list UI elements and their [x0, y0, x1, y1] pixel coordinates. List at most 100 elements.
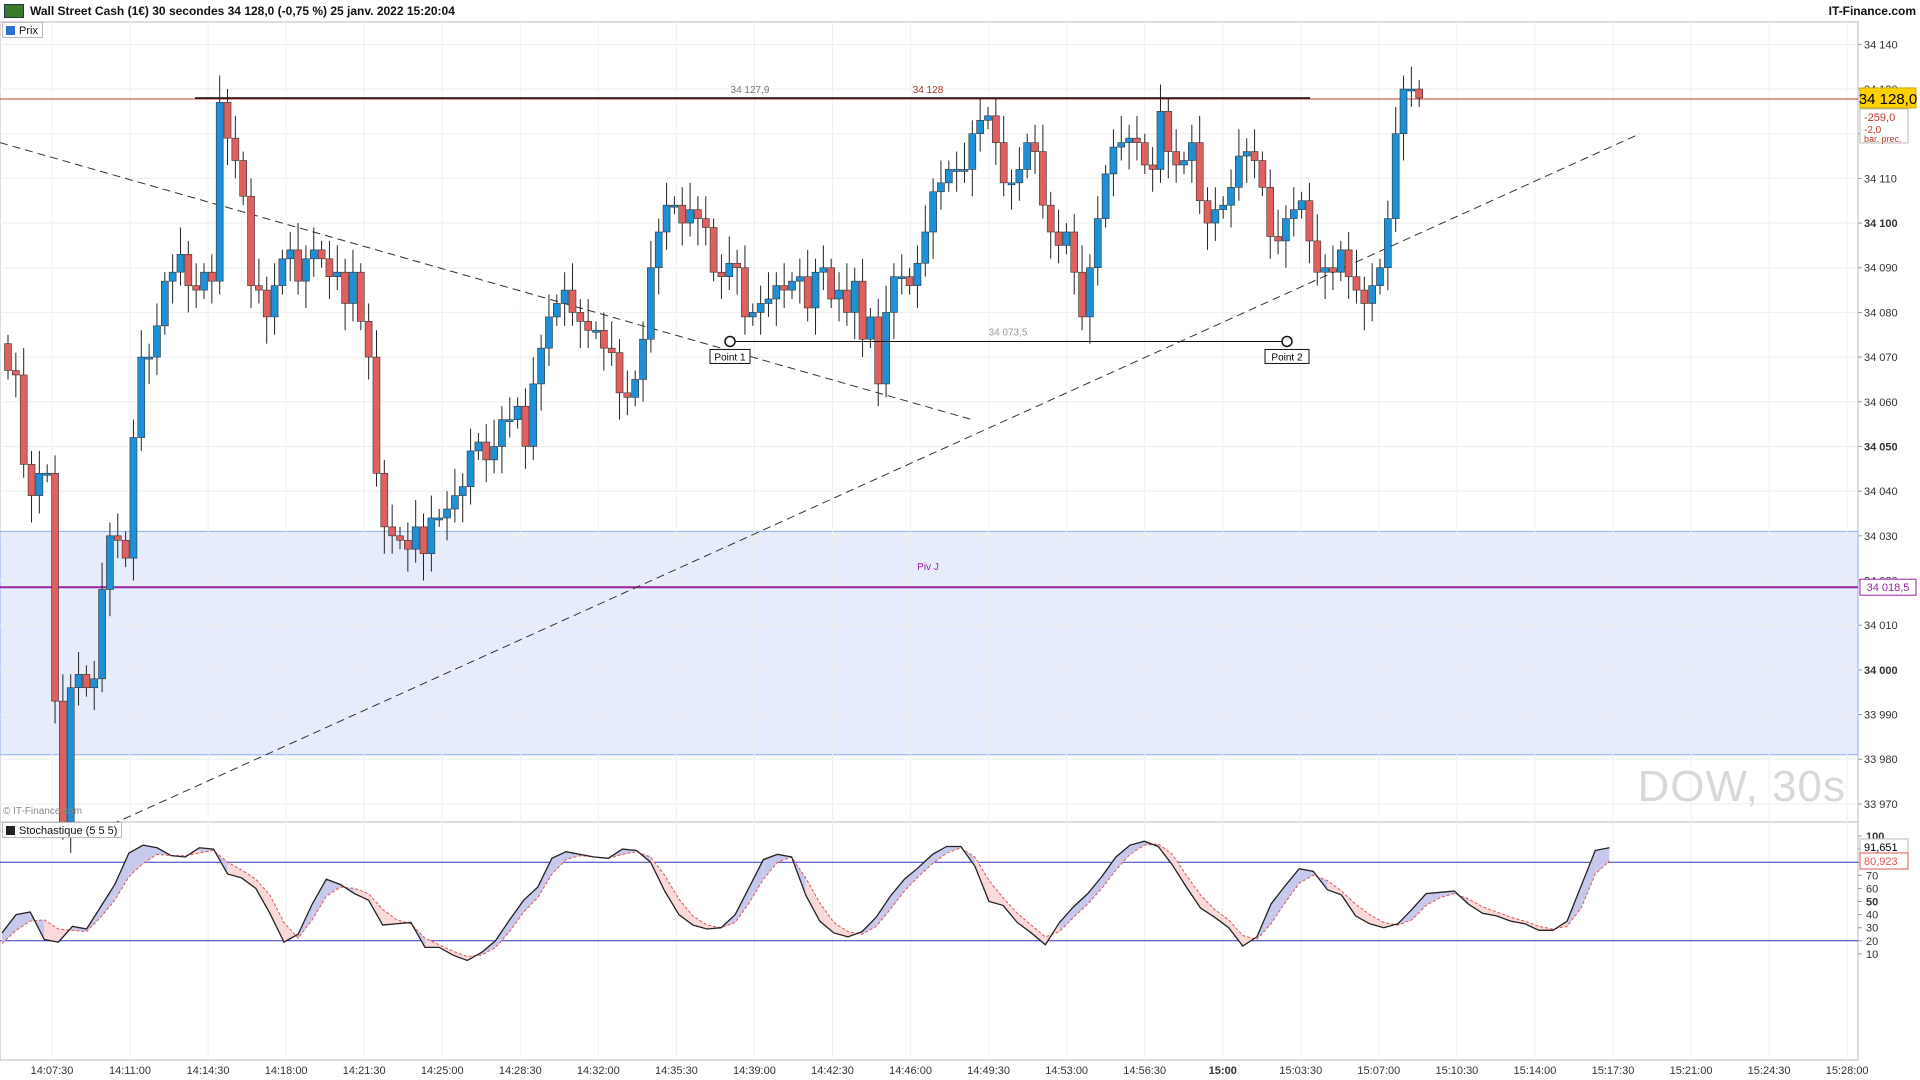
stoch-fill-band	[918, 854, 933, 877]
candle-body	[1054, 231, 1063, 246]
brand-label[interactable]: IT-Finance.com	[1828, 4, 1916, 18]
candle-body	[1023, 142, 1032, 170]
stoch-fill-band	[1059, 906, 1074, 932]
candle-body	[952, 169, 961, 172]
time-tick-label: 14:53:00	[1045, 1065, 1088, 1077]
stoch-fill-band	[1468, 898, 1483, 914]
price-pane-label[interactable]: Prix	[2, 22, 43, 38]
candle-body	[1203, 200, 1212, 224]
time-tick-label: 14:28:30	[499, 1065, 542, 1077]
candle-body	[255, 285, 263, 291]
point1-label: Point 1	[714, 352, 746, 363]
stoch-fill-band	[1228, 919, 1243, 947]
candle-body	[82, 674, 91, 689]
price-tick-label: 33 990	[1864, 710, 1898, 722]
candle-body	[443, 508, 451, 519]
price-series-swatch-icon	[6, 26, 15, 35]
stoch-fill-band	[1017, 913, 1032, 933]
pivot-label: Piv J	[917, 562, 939, 573]
candle-body	[552, 303, 561, 318]
stoch-fill-band	[354, 888, 369, 901]
candle-body	[843, 289, 851, 313]
stoch-fill-band	[1299, 868, 1314, 884]
stoch-fill-band	[1412, 893, 1427, 920]
candle-body	[772, 285, 781, 300]
stoch-fill-band	[1087, 876, 1102, 905]
stoch-fill-band	[1355, 904, 1370, 924]
candle-body	[1070, 231, 1079, 273]
candle-body	[215, 102, 224, 282]
stoch-pane-label[interactable]: Stochastique (5 5 5)	[2, 822, 123, 838]
chart-watermark: DOW, 30s	[1637, 762, 1846, 811]
candle-body	[1211, 209, 1220, 224]
candle-body	[1078, 271, 1086, 318]
stoch-fill-band	[1510, 917, 1525, 924]
last-price-badge	[1859, 87, 1917, 109]
candle-body	[1305, 200, 1314, 242]
stoch-series-swatch-icon	[6, 826, 15, 835]
candle-body	[944, 169, 953, 184]
candle-body	[309, 249, 318, 260]
time-tick-label: 15:21:00	[1670, 1065, 1713, 1077]
stoch-tick-label: 10	[1866, 949, 1878, 961]
candle-body	[607, 347, 616, 353]
stoch-pane-title: Stochastique (5 5 5)	[19, 825, 118, 837]
time-tick-label: 14:46:00	[889, 1065, 932, 1077]
price-tick-label: 34 040	[1864, 486, 1898, 498]
candle-body	[1266, 187, 1275, 237]
candle-body	[404, 539, 412, 550]
stoch-fill-band	[382, 909, 397, 926]
stoch-fill-band	[284, 922, 299, 943]
candle-body	[192, 285, 200, 291]
time-tick-label: 14:32:00	[577, 1065, 620, 1077]
candle-body	[239, 160, 247, 197]
stoch-fill-band	[368, 893, 383, 926]
candle-body	[709, 227, 718, 273]
stoch-fill-band	[537, 858, 552, 898]
stoch-fill-band	[678, 898, 693, 926]
stoch-d-line	[1, 843, 1610, 958]
price-tick-label: 34 000	[1864, 665, 1898, 677]
candle-body	[498, 419, 506, 447]
candle-body	[106, 535, 114, 590]
candle-body	[1368, 285, 1376, 304]
candle-body	[748, 312, 757, 318]
candle-body	[788, 280, 796, 291]
stoch-fill-band	[523, 887, 538, 912]
stoch-tick-label: 20	[1866, 936, 1878, 948]
candle-body	[129, 437, 138, 559]
stoch-fill-band	[255, 879, 270, 914]
stoch-fill-band	[1101, 856, 1116, 889]
candle-body	[741, 267, 749, 318]
candle-body	[913, 262, 922, 286]
price-tick-label: 34 110	[1864, 173, 1897, 185]
candle-body	[1141, 142, 1149, 166]
candle-body	[1321, 267, 1329, 273]
candle-body	[19, 374, 28, 465]
resistance-left-label: 34 127,9	[731, 85, 770, 96]
candle-body	[113, 535, 122, 541]
time-tick-label: 14:49:30	[967, 1065, 1010, 1077]
candle-body	[1039, 151, 1047, 206]
stoch-fill-band	[1031, 925, 1046, 945]
candle-body	[592, 329, 600, 333]
candle-body	[1195, 142, 1204, 202]
candle-body	[302, 258, 310, 282]
price-tick-label: 34 050	[1864, 441, 1898, 453]
candle-body	[678, 204, 687, 224]
candle-body	[780, 285, 788, 291]
candle-body	[1031, 142, 1039, 152]
price-tick-label: 33 970	[1864, 799, 1898, 811]
measure-label: 34 073,5	[989, 327, 1028, 338]
candle-body	[560, 289, 569, 304]
stoch-fill-band	[805, 877, 820, 922]
candle-body	[1329, 267, 1337, 273]
stoch-fill-band	[44, 919, 59, 943]
candle-body	[4, 343, 12, 371]
stoch-fill-band	[974, 856, 989, 902]
candle-body	[858, 280, 867, 340]
stoch-fill-band	[227, 862, 242, 878]
candle-body	[1399, 88, 1408, 134]
price-tick-label: 33 980	[1864, 754, 1898, 766]
